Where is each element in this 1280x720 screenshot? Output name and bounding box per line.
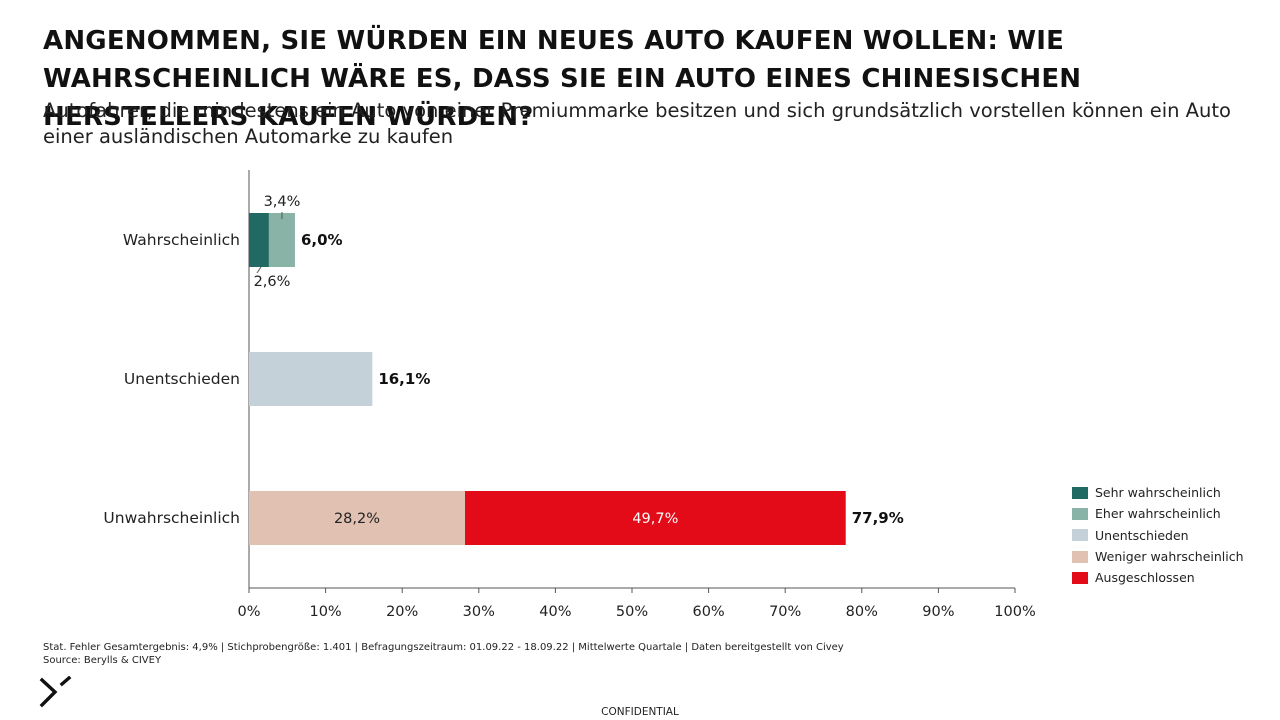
x-tick-label: 70% [769, 604, 801, 620]
x-tick-label: 10% [309, 604, 341, 620]
bar-segment [249, 491, 466, 545]
total-label: 6,0% [301, 231, 343, 249]
footnote: Stat. Fehler Gesamtergebnis: 4,9% | Stic… [43, 641, 844, 667]
bar-segment [268, 213, 295, 267]
x-tick-label: 40% [539, 604, 571, 620]
legend-item: Eher wahrscheinlich [1072, 503, 1244, 524]
legend-label: Ausgeschlossen [1095, 570, 1195, 586]
legend-swatch [1072, 486, 1088, 499]
x-tick-label: 60% [692, 604, 724, 620]
x-tick-label: 50% [616, 604, 648, 620]
legend-item: Ausgeschlossen [1072, 567, 1244, 588]
total-label: 77,9% [852, 509, 904, 527]
category-label: Unentschieden [124, 370, 240, 388]
category-label: Wahrscheinlich [123, 231, 240, 249]
bar-segment [249, 213, 269, 267]
data-label: 28,2% [334, 511, 380, 527]
legend-item: Sehr wahrscheinlich [1072, 482, 1244, 503]
footnote-line-2: Source: Berylls & CIVEY [43, 655, 162, 666]
legend-label: Sehr wahrscheinlich [1095, 485, 1221, 501]
legend-label: Unentschieden [1095, 527, 1189, 543]
x-tick-label: 20% [386, 604, 418, 620]
total-label: 16,1% [378, 370, 430, 388]
data-label: 49,7% [632, 511, 678, 527]
confidential-label: CONFIDENTIAL [601, 706, 679, 718]
data-label: 3,4% [264, 194, 301, 210]
chart-legend: Sehr wahrscheinlich Eher wahrscheinlich Un… [1072, 482, 1244, 588]
legend-swatch [1072, 529, 1088, 542]
legend-swatch [1072, 507, 1088, 520]
x-tick-label: 30% [463, 604, 495, 620]
legend-item: Weniger wahrscheinlich [1072, 546, 1244, 567]
footnote-line-1: Stat. Fehler Gesamtergebnis: 4,9% | Stic… [43, 642, 844, 653]
category-label: Unwahrscheinlich [103, 509, 240, 527]
bar-segment [465, 491, 846, 545]
legend-label: Eher wahrscheinlich [1095, 506, 1221, 522]
legend-label: Weniger wahrscheinlich [1095, 549, 1244, 565]
legend-swatch [1072, 571, 1088, 584]
bar-segment [249, 352, 373, 406]
x-tick-label: 80% [846, 604, 878, 620]
x-tick-label: 0% [237, 604, 260, 620]
bar-chart: 0% 10% 20% 30% 40% 50% 60% 70% 80% 90% 100% Wahrsch… [103, 170, 1036, 620]
data-label: 2,6% [254, 274, 291, 290]
leader-line [256, 266, 262, 274]
x-tick-label: 90% [922, 604, 954, 620]
berylls-logo-icon [38, 675, 72, 713]
chart-subtitle: Autofahrer, die mindestens ein Auto von … [43, 99, 1231, 148]
x-tick-label: 100% [994, 604, 1035, 620]
legend-swatch [1072, 550, 1088, 563]
legend-item: Unentschieden [1072, 525, 1244, 546]
chart-title: ANGENOMMEN, SIE WÜRDEN EIN NEUES AUTO KA… [43, 26, 1082, 132]
